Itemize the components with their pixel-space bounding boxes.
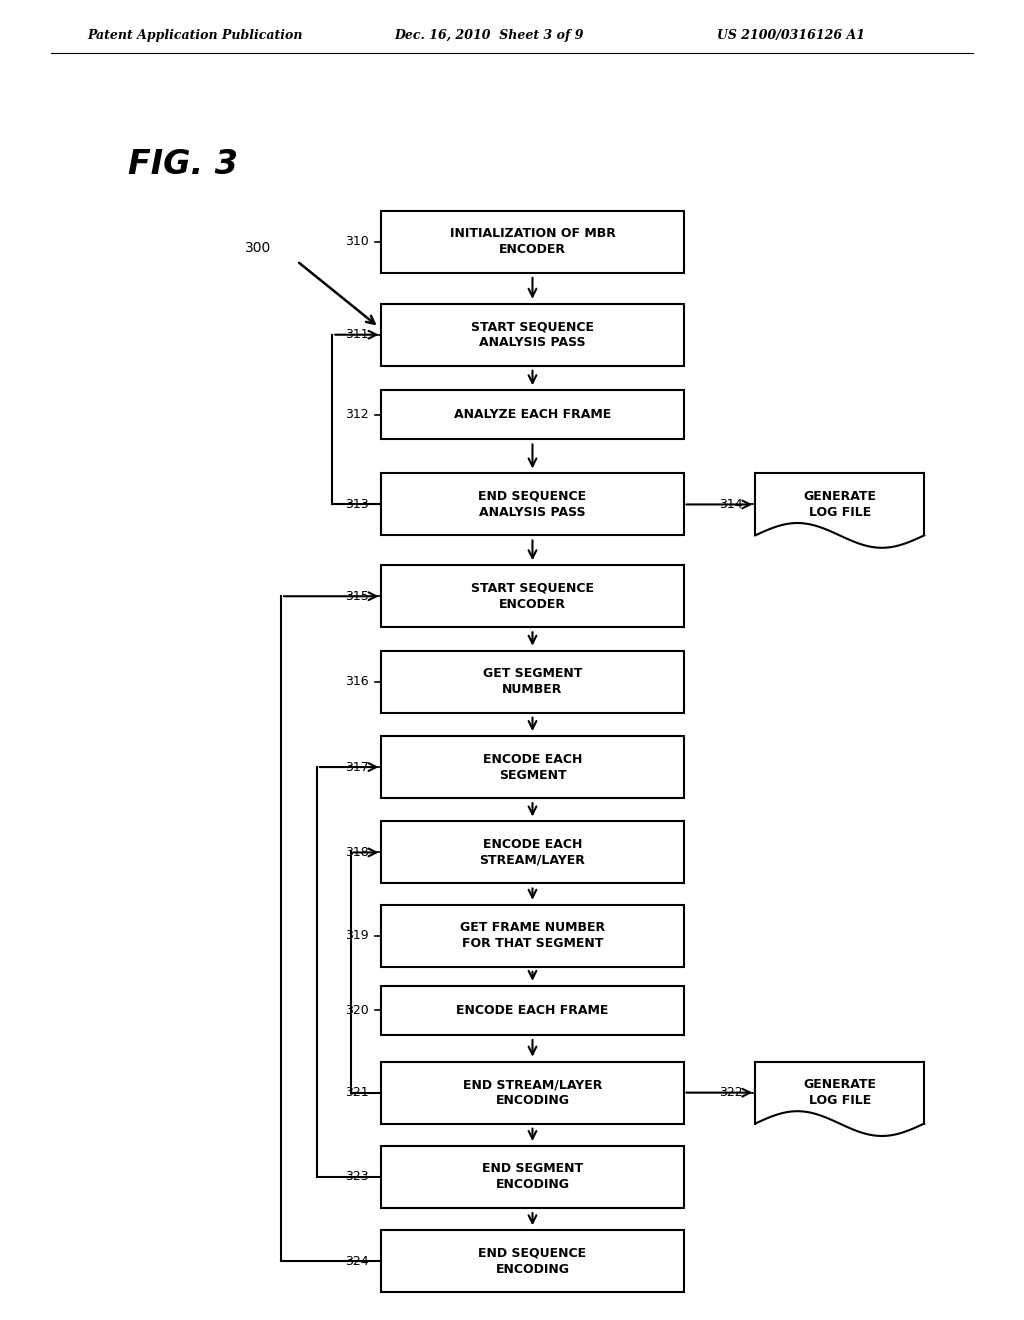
Text: 310: 310: [345, 235, 370, 248]
FancyBboxPatch shape: [382, 904, 684, 966]
Text: Dec. 16, 2010  Sheet 3 of 9: Dec. 16, 2010 Sheet 3 of 9: [394, 29, 584, 42]
Text: END SEGMENT
ENCODING: END SEGMENT ENCODING: [482, 1163, 583, 1192]
Text: 300: 300: [245, 242, 271, 255]
Text: 312: 312: [345, 408, 370, 421]
FancyBboxPatch shape: [382, 304, 684, 366]
Text: 316: 316: [345, 675, 370, 688]
Text: 324: 324: [345, 1255, 370, 1267]
Text: 315: 315: [345, 590, 370, 603]
Text: 319: 319: [345, 929, 370, 942]
FancyBboxPatch shape: [382, 651, 684, 713]
Text: 314: 314: [719, 498, 742, 511]
Text: START SEQUENCE
ENCODER: START SEQUENCE ENCODER: [471, 582, 594, 611]
Text: ENCODE EACH FRAME: ENCODE EACH FRAME: [457, 1005, 608, 1016]
Polygon shape: [755, 474, 924, 548]
Text: US 2100/0316126 A1: US 2100/0316126 A1: [717, 29, 865, 42]
Text: Patent Application Publication: Patent Application Publication: [87, 29, 302, 42]
Text: INITIALIZATION OF MBR
ENCODER: INITIALIZATION OF MBR ENCODER: [450, 227, 615, 256]
FancyBboxPatch shape: [382, 391, 684, 440]
Text: ANALYZE EACH FRAME: ANALYZE EACH FRAME: [454, 408, 611, 421]
Text: GENERATE
LOG FILE: GENERATE LOG FILE: [803, 490, 877, 519]
Text: 318: 318: [345, 846, 370, 859]
Text: ENCODE EACH
SEGMENT: ENCODE EACH SEGMENT: [482, 752, 583, 781]
FancyBboxPatch shape: [382, 1061, 684, 1123]
Text: START SEQUENCE
ANALYSIS PASS: START SEQUENCE ANALYSIS PASS: [471, 321, 594, 350]
Text: 320: 320: [345, 1005, 370, 1016]
Text: 313: 313: [345, 498, 370, 511]
Text: 322: 322: [719, 1086, 742, 1100]
FancyBboxPatch shape: [382, 737, 684, 799]
FancyBboxPatch shape: [382, 986, 684, 1035]
Text: ENCODE EACH
STREAM/LAYER: ENCODE EACH STREAM/LAYER: [479, 838, 586, 867]
Text: 321: 321: [345, 1086, 370, 1100]
Text: 311: 311: [345, 329, 370, 341]
Text: GENERATE
LOG FILE: GENERATE LOG FILE: [803, 1078, 877, 1107]
FancyBboxPatch shape: [382, 211, 684, 273]
Text: 323: 323: [345, 1171, 370, 1184]
FancyBboxPatch shape: [382, 565, 684, 627]
Polygon shape: [755, 1061, 924, 1137]
Text: END STREAM/LAYER
ENCODING: END STREAM/LAYER ENCODING: [463, 1078, 602, 1107]
Text: 317: 317: [345, 760, 370, 774]
Text: END SEQUENCE
ANALYSIS PASS: END SEQUENCE ANALYSIS PASS: [478, 490, 587, 519]
FancyBboxPatch shape: [382, 474, 684, 536]
FancyBboxPatch shape: [382, 1230, 684, 1292]
Text: FIG. 3: FIG. 3: [128, 148, 238, 181]
Text: END SEQUENCE
ENCODING: END SEQUENCE ENCODING: [478, 1247, 587, 1276]
Text: GET FRAME NUMBER
FOR THAT SEGMENT: GET FRAME NUMBER FOR THAT SEGMENT: [460, 921, 605, 950]
Text: GET SEGMENT
NUMBER: GET SEGMENT NUMBER: [482, 667, 583, 696]
FancyBboxPatch shape: [382, 1146, 684, 1208]
FancyBboxPatch shape: [382, 821, 684, 883]
